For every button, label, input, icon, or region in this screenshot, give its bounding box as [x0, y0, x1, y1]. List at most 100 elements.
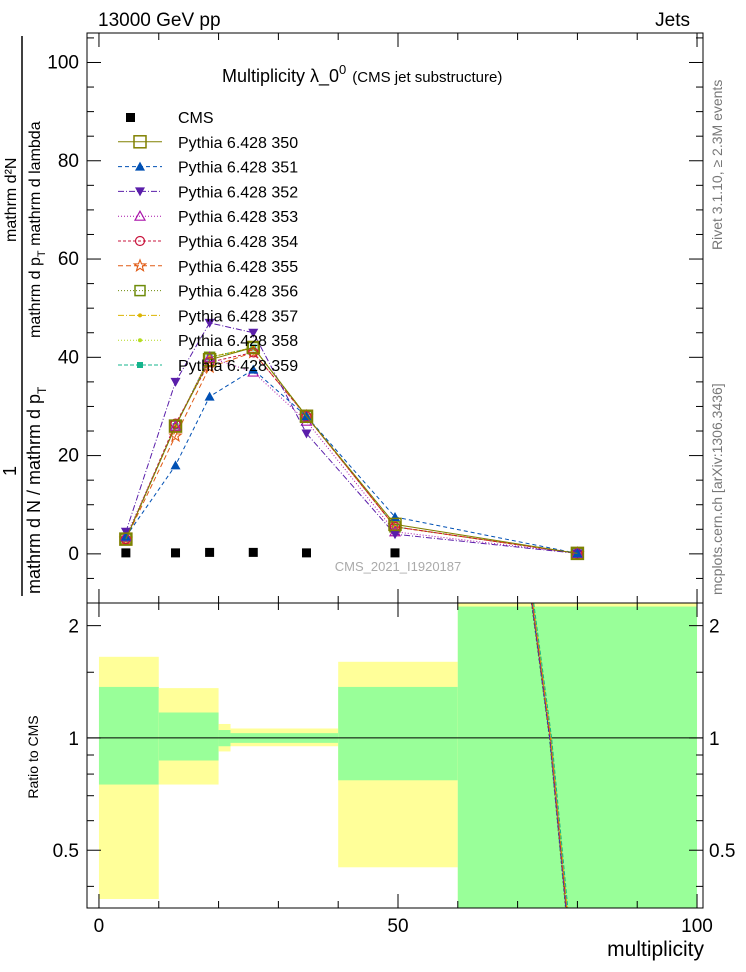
- ratio-panel: 0.5 0.5 1 1 2 2 0 50 100 multiplicity: [53, 602, 735, 961]
- ylabel-prefix: 1: [0, 466, 20, 476]
- series-line: [125, 346, 578, 554]
- legend-cms-marker: [126, 113, 135, 122]
- main-title: Multiplicity λ_00 (CMS jet substructure): [222, 62, 502, 87]
- series-point: [168, 419, 183, 433]
- x-axis-label: multiplicity: [607, 938, 704, 961]
- legend-label: Pythia 6.428 359: [178, 358, 298, 375]
- ratio-curves: [530, 602, 569, 909]
- legend-marker: [134, 284, 146, 297]
- main-series: [118, 318, 585, 561]
- series-point: [204, 391, 215, 401]
- ylabel-denominator: mathrm d N / mathrm d pT mathrm d²N: [24, 382, 49, 594]
- ylabel-inner-denominator: mathrm d pT mathrm d lambda: [27, 121, 48, 338]
- legend-marker: [134, 235, 146, 247]
- ratio-y-tick-label-right: 1: [709, 729, 720, 750]
- legend-label: Pythia 6.428 350: [178, 135, 298, 152]
- legend-marker: [133, 135, 147, 149]
- series-point: [170, 418, 181, 429]
- series-point: [301, 429, 312, 439]
- series-point: [168, 428, 183, 443]
- ratio-y-tick-label: 2: [68, 617, 79, 638]
- series-point: [300, 414, 313, 426]
- y-tick-label: 60: [58, 249, 79, 270]
- legend-label: Pythia 6.428 352: [178, 184, 298, 201]
- watermark: CMS_2021_I1920187: [335, 559, 462, 574]
- ratio-ylabel: Ratio to CMS: [25, 715, 41, 798]
- legend-marker: [138, 313, 142, 318]
- series-point: [203, 351, 216, 362]
- x-tick-label: 0: [94, 916, 105, 937]
- series-point: [204, 318, 215, 328]
- series-point: [248, 364, 259, 374]
- series-point: [390, 530, 400, 540]
- cms-point: [248, 547, 258, 557]
- legend-label: Pythia 6.428 354: [178, 234, 298, 251]
- series-line: [125, 356, 578, 554]
- ratio-y-tick-label-right: 0.5: [709, 841, 735, 862]
- series-line: [125, 368, 578, 554]
- legend-label: Pythia 6.428 358: [178, 333, 298, 350]
- main-ticks: 0 20 40 60 80 100: [47, 33, 703, 604]
- series-point: [202, 353, 217, 367]
- y-tick-label: 100: [47, 52, 79, 73]
- series-point: [299, 409, 314, 424]
- y-tick-label: 20: [58, 446, 79, 467]
- series-point: [170, 377, 181, 387]
- legend-marker: [135, 187, 145, 197]
- header-right: Jets: [655, 10, 690, 31]
- x-tick-label: 50: [387, 916, 408, 937]
- legend-marker: [138, 338, 142, 343]
- ratio-inner-band: [98, 686, 159, 785]
- series-point: [388, 517, 402, 532]
- series-point: [246, 340, 261, 355]
- legend-label: Pythia 6.428 353: [178, 209, 298, 226]
- legend-label: Pythia 6.428 351: [178, 160, 298, 177]
- series-point: [119, 532, 133, 546]
- ratio-y-tick-label: 1: [68, 729, 79, 750]
- main-panel: 0 20 40 60 80 100 Multiplicity λ_00 (CMS jet s…: [47, 32, 704, 604]
- ratio-curve: [533, 602, 569, 909]
- ylabel-inner-numerator: mathrm d²N: [3, 158, 20, 242]
- series-point: [169, 419, 182, 431]
- series-point: [572, 548, 583, 558]
- y-tick-label: 40: [58, 347, 79, 368]
- series-line: [125, 346, 578, 554]
- ratio-inner-band: [457, 606, 698, 908]
- legend-marker: [135, 161, 145, 171]
- cms-data-points: [121, 547, 400, 558]
- series-line: [125, 351, 578, 554]
- x-tick-label: 100: [681, 916, 713, 937]
- header-left: 13000 GeV pp: [98, 10, 221, 31]
- series-point: [570, 546, 585, 561]
- series-line: [125, 346, 578, 554]
- ratio-inner-band: [158, 712, 219, 761]
- ratio-ticks: 0.5 0.5 1 1 2 2 0 50 100: [53, 603, 735, 937]
- series-line: [125, 346, 578, 554]
- legend-marker: [137, 362, 143, 368]
- series-line: [125, 351, 578, 554]
- cms-point: [121, 548, 131, 558]
- mcplots-label: mcplots.cern.ch [arXiv:1306.3436]: [709, 383, 725, 595]
- series-point: [248, 328, 259, 338]
- legend-label: Pythia 6.428 357: [178, 308, 298, 325]
- cms-point: [205, 547, 215, 557]
- y-tick-label: 0: [68, 544, 79, 565]
- cms-point: [171, 548, 181, 558]
- cms-point: [390, 548, 400, 558]
- legend-cms-label: CMS: [178, 110, 214, 127]
- ratio-y-tick-label-right: 2: [709, 617, 720, 638]
- ratio-bands: [98, 603, 698, 908]
- legend-label: Pythia 6.428 356: [178, 284, 298, 301]
- rivet-label: Rivet 3.1.10, ≥ 2.3M events: [709, 80, 725, 250]
- ratio-inner-band: [338, 686, 458, 781]
- main-ylabel: 1 mathrm d N / mathrm d pT mathrm d²N ma…: [0, 36, 49, 596]
- cms-point: [301, 548, 311, 558]
- series-point: [170, 460, 181, 470]
- series-point: [120, 531, 131, 541]
- ratio-plot-frame: [86, 602, 704, 909]
- legend-marker: [133, 209, 147, 221]
- series-line: [125, 346, 578, 554]
- y-tick-label: 80: [58, 151, 79, 172]
- legend: CMS Pythia 6.428 350 Pythia 6.428 351 Pythi…: [118, 110, 298, 375]
